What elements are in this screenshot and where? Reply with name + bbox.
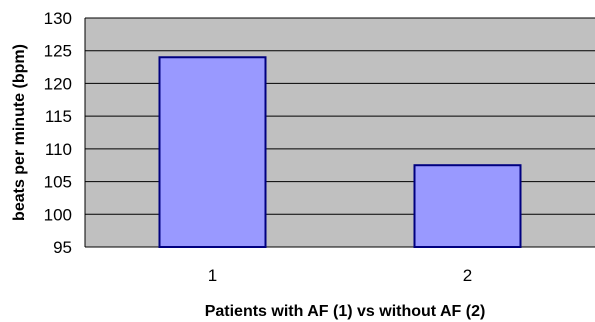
y-tick-label: 115: [45, 107, 72, 126]
x-tick-label: 2: [463, 266, 472, 285]
y-axis-title: beats per minute (bpm): [11, 44, 28, 221]
y-tick-label: 110: [45, 140, 72, 159]
y-axis-ticks: 95 100 105 110 115 120 125 130: [44, 9, 72, 257]
y-tick-label: 95: [53, 238, 72, 257]
y-tick-label: 100: [44, 205, 72, 224]
y-tick-label: 105: [44, 173, 72, 192]
y-tick-label: 120: [44, 74, 72, 93]
bar-1: [158, 56, 267, 248]
y-tick-label: 130: [44, 9, 72, 28]
bars: [158, 56, 522, 248]
x-axis-title: Patients with AF (1) vs without AF (2): [205, 303, 486, 320]
y-tick-label: 125: [44, 42, 72, 61]
x-tick-label: 1: [208, 266, 217, 285]
bar-2: [413, 164, 522, 248]
